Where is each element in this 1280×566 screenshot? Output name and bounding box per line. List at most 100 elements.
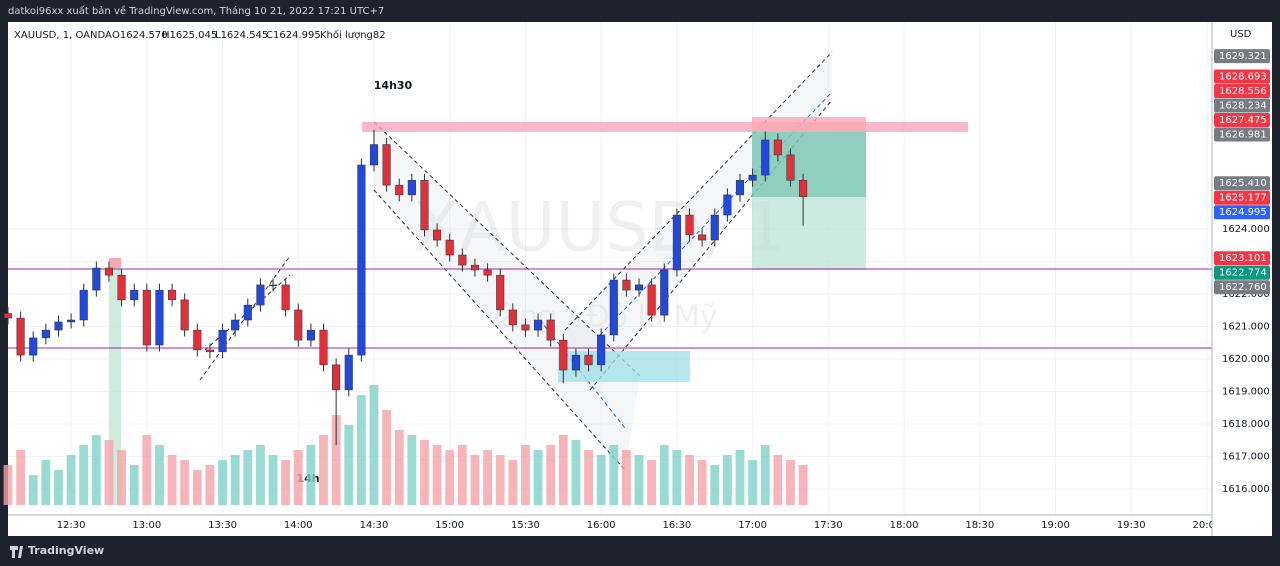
candle-body [571, 354, 580, 371]
candle-body [395, 184, 404, 196]
resistance-zone [362, 122, 968, 132]
candle-body [16, 317, 25, 356]
candle-body [54, 321, 63, 331]
price-badge-label: 1622.760 [1219, 282, 1267, 293]
legend-close: C1624.995 [266, 30, 321, 41]
candle-body [496, 274, 505, 311]
volume-bar [722, 455, 732, 505]
candle-body [256, 284, 265, 306]
candle-body [180, 299, 189, 331]
y-tick-label: 1616.000 [1222, 484, 1270, 495]
volume-bar [483, 450, 492, 505]
volume-bar [306, 445, 316, 505]
volume-bar [407, 435, 417, 505]
candle-body [369, 144, 379, 166]
volume-bar [596, 455, 606, 505]
candle-body [445, 239, 454, 256]
y-tick-label: 1619.000 [1222, 387, 1270, 398]
y-tick-label: 1620.000 [1222, 354, 1270, 365]
volume-bar [786, 460, 795, 505]
chart-panel [8, 22, 1272, 536]
top-bar: datkoi96xx xuất bản về TradingView.com, … [8, 5, 384, 17]
x-tick-label: 15:00 [435, 520, 464, 531]
volume-bar [356, 395, 366, 505]
volume-bar [91, 435, 101, 505]
x-tick-label: 17:30 [814, 520, 843, 531]
candle-body [521, 324, 530, 331]
volume-bar [79, 445, 89, 505]
price-badge [1214, 280, 1270, 295]
volume-bar [205, 465, 215, 505]
candle-body [407, 180, 416, 196]
volume-bar [255, 445, 265, 505]
volume-bar [192, 470, 202, 505]
x-tick-label: 18:30 [965, 520, 994, 531]
volume-bar [16, 450, 26, 505]
candle-body [660, 269, 669, 316]
volume-bar [584, 450, 593, 505]
x-tick-label: 18:00 [890, 520, 919, 531]
price-badge-label: 1628.556 [1219, 86, 1267, 97]
volume-bar [533, 450, 543, 505]
candle-body [205, 349, 214, 353]
candle-body [773, 139, 782, 156]
volume-bar [546, 445, 556, 505]
candle-body [609, 279, 618, 336]
price-badge-label: 1625.177 [1219, 193, 1267, 204]
candle-body [622, 279, 631, 291]
range-top [109, 258, 121, 268]
candle-body [559, 339, 568, 371]
candle-body [79, 289, 88, 321]
candle-body [41, 329, 50, 339]
volume-bar [382, 410, 392, 505]
candle-body [344, 354, 353, 391]
x-tick-label: 20:00 [1193, 520, 1222, 531]
x-tick-label: 13:00 [132, 520, 161, 531]
volume-bar [41, 460, 51, 505]
candle-body [508, 309, 517, 326]
price-badge-label: 1625.410 [1219, 178, 1267, 189]
price-badge-label: 1623.101 [1219, 253, 1267, 264]
candle-body [584, 354, 593, 366]
volume-bar [697, 460, 707, 505]
volume-bar [432, 445, 442, 505]
x-tick-label: 15:30 [511, 520, 540, 531]
candle-body [294, 309, 303, 341]
price-badge-label: 1622.774 [1219, 268, 1267, 279]
legend-open: O1624.570 [112, 30, 168, 41]
candle-body [231, 319, 240, 331]
logo [10, 546, 23, 558]
candle-body [458, 254, 467, 266]
volume-bar [104, 440, 114, 505]
candle-body [698, 234, 707, 241]
price-badge [1214, 176, 1270, 191]
volume-bar [735, 450, 745, 505]
channel-line [199, 255, 291, 381]
plot-area: XAUUSD, 1 Vàng / Đô la Mỹ 14h30 14h [3, 22, 1212, 515]
candle-body [786, 154, 795, 181]
channel-line [564, 51, 833, 331]
candle-body [723, 194, 732, 216]
volume-bar [319, 435, 328, 505]
bottom-bar: TradingView [10, 544, 104, 558]
volume-bar [508, 460, 518, 505]
volume-bar [748, 460, 758, 505]
currency: USD [1230, 29, 1252, 40]
price-badge-label: 1628.693 [1219, 71, 1267, 82]
volume-bar [28, 475, 38, 505]
volume-bar [672, 450, 682, 505]
candle-body [420, 180, 429, 231]
candle-body [218, 329, 227, 353]
candle-body [761, 139, 770, 176]
volume-bar [773, 455, 783, 505]
candle-body [104, 267, 114, 276]
candle-body [193, 329, 202, 351]
volume-bar [521, 445, 530, 505]
volume-bar [798, 465, 808, 505]
x-tick-label: 14:30 [360, 520, 389, 531]
volume-bar [180, 460, 190, 505]
candle-body [67, 319, 76, 323]
volume-bar [230, 455, 240, 505]
volume-bar [243, 450, 253, 505]
candle-body [799, 180, 808, 197]
